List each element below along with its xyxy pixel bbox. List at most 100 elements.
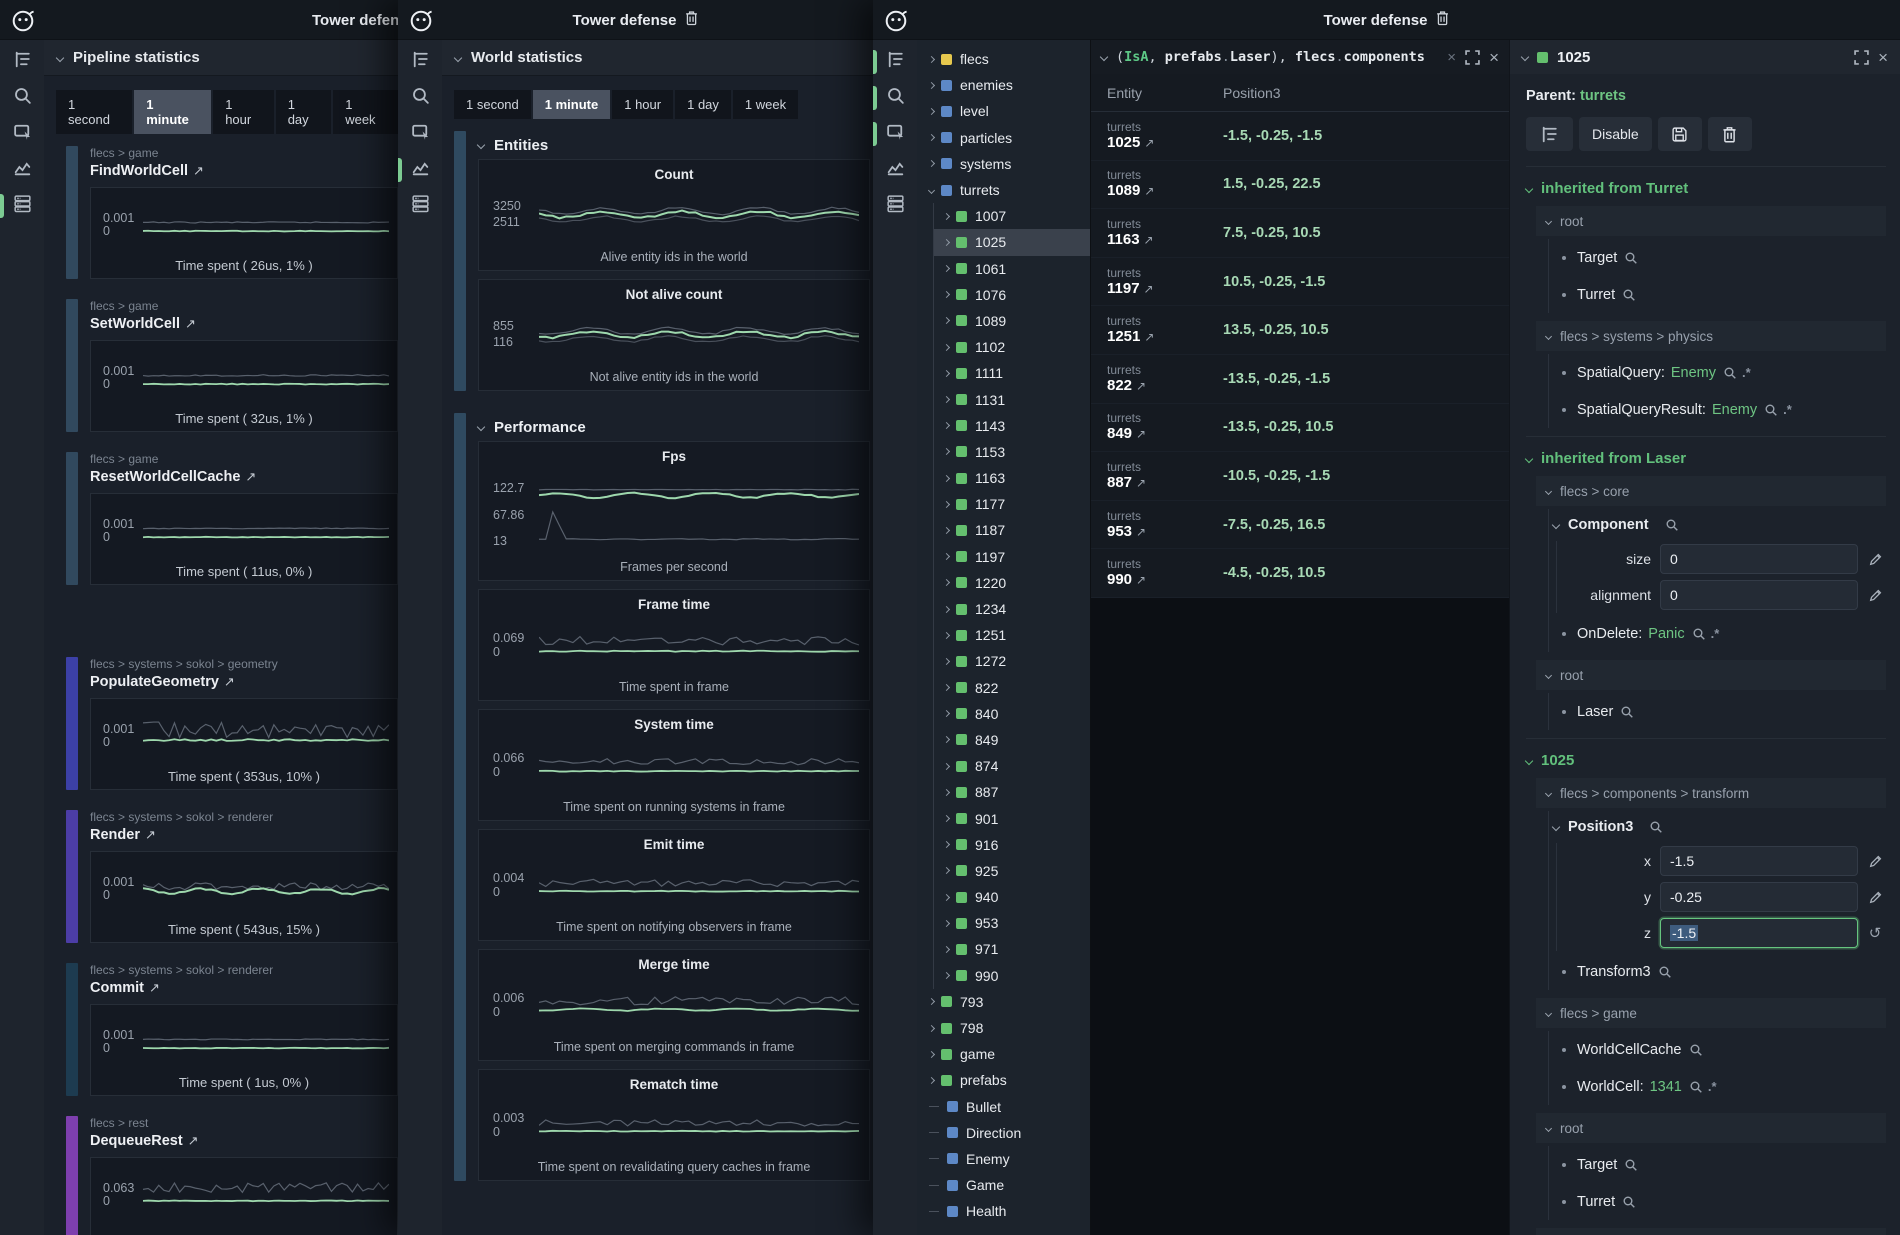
tree-item-1177[interactable]: 1177: [934, 491, 1090, 517]
tree-item-turrets[interactable]: turrets: [917, 177, 1090, 203]
tree-item-901[interactable]: 901: [934, 805, 1090, 831]
delete-button[interactable]: [1707, 117, 1752, 151]
tree-item-game[interactable]: Game: [917, 1172, 1090, 1198]
tree-item-1102[interactable]: 1102: [934, 334, 1090, 360]
tree-item-health[interactable]: Health: [917, 1198, 1090, 1224]
tree-item-849[interactable]: 849: [934, 727, 1090, 753]
section-1025[interactable]: 1025: [1524, 738, 1886, 769]
magnifier-icon[interactable]: [1723, 366, 1737, 380]
chart-name-link[interactable]: DequeueRest ↗: [90, 1131, 398, 1151]
entity-link[interactable]: 990 ↗: [1107, 571, 1147, 589]
subheader-root[interactable]: root: [1536, 1113, 1886, 1143]
tree-item-1220[interactable]: 1220: [934, 570, 1090, 596]
component-header[interactable]: Component: [1549, 509, 1886, 541]
tree-item-enemy[interactable]: Enemy: [917, 1146, 1090, 1172]
field-input-alignment[interactable]: 0: [1660, 580, 1858, 610]
tag-label[interactable]: Target: [1577, 249, 1618, 266]
sidebar-tree[interactable]: [0, 48, 44, 76]
tab-1-week[interactable]: 1 week: [732, 90, 799, 119]
tree-item-793[interactable]: 793: [917, 989, 1090, 1015]
tree-item-940[interactable]: 940: [934, 884, 1090, 910]
tree-item-953[interactable]: 953: [934, 910, 1090, 936]
field-input-size[interactable]: 0: [1660, 544, 1858, 574]
entity-link[interactable]: 1025 ↗: [1107, 133, 1155, 151]
tree-item-1187[interactable]: 1187: [934, 517, 1090, 543]
edit-pencil-icon[interactable]: [1866, 890, 1884, 905]
entity-link[interactable]: 1251 ↗: [1107, 328, 1155, 346]
panel-header[interactable]: Pipeline statistics: [44, 40, 398, 76]
subheader-flecs-game[interactable]: flecs > game: [1536, 998, 1886, 1028]
tree-item-840[interactable]: 840: [934, 701, 1090, 727]
tag-label[interactable]: SpatialQuery:: [1577, 364, 1665, 381]
subheader-flecs-systems-physics[interactable]: flecs > systems > physics: [1536, 1228, 1886, 1235]
tab-1-day[interactable]: 1 day: [275, 90, 332, 134]
tree-item-1153[interactable]: 1153: [934, 439, 1090, 465]
magnifier-icon[interactable]: [1624, 251, 1638, 265]
collapse-chevron-icon[interactable]: [1520, 52, 1530, 62]
sidebar-search[interactable]: [398, 84, 442, 112]
tree-item-798[interactable]: 798: [917, 1015, 1090, 1041]
subheader-root[interactable]: root: [1536, 660, 1886, 690]
tag-label[interactable]: WorldCellCache: [1577, 1041, 1682, 1058]
tree-item-971[interactable]: 971: [934, 936, 1090, 962]
entity-link[interactable]: 953 ↗: [1107, 522, 1147, 540]
magnifier-icon[interactable]: [1622, 288, 1636, 302]
tree-item-874[interactable]: 874: [934, 753, 1090, 779]
trash-icon[interactable]: [1436, 10, 1449, 30]
sidebar-inspector[interactable]: [398, 120, 442, 148]
tag-label[interactable]: WorldCell:: [1577, 1078, 1644, 1095]
panel-header[interactable]: World statistics: [442, 40, 873, 76]
magnifier-icon[interactable]: [1689, 1043, 1703, 1057]
disable-button[interactable]: Disable: [1579, 117, 1652, 151]
tag-label[interactable]: Laser: [1577, 703, 1614, 720]
sidebar-search[interactable]: [0, 84, 44, 112]
close-icon[interactable]: ×: [1878, 47, 1888, 67]
entity-link[interactable]: 1163 ↗: [1107, 230, 1154, 248]
magnifier-icon[interactable]: [1649, 820, 1663, 834]
tree-item-game[interactable]: game: [917, 1041, 1090, 1067]
tag-label[interactable]: Transform3: [1577, 963, 1651, 980]
section-header[interactable]: Entities: [476, 131, 873, 159]
sidebar-pipeline[interactable]: [873, 192, 917, 220]
tree-item-887[interactable]: 887: [934, 779, 1090, 805]
subheader-root[interactable]: root: [1536, 206, 1886, 236]
magnifier-icon[interactable]: [1689, 1080, 1703, 1094]
undo-icon[interactable]: ↺: [1868, 925, 1882, 942]
tree-item-1111[interactable]: 1111: [934, 360, 1090, 386]
sidebar-inspector[interactable]: [0, 120, 44, 148]
tree-item-1197[interactable]: 1197: [934, 544, 1090, 570]
expand-icon[interactable]: [1465, 49, 1480, 65]
tree-item-level[interactable]: level: [917, 98, 1090, 124]
tree-item-822[interactable]: 822: [934, 675, 1090, 701]
chart-name-link[interactable]: Commit ↗: [90, 978, 398, 998]
field-input-x[interactable]: -1.5: [1660, 846, 1858, 876]
magnifier-icon[interactable]: [1658, 965, 1672, 979]
tree-item-enemies[interactable]: enemies: [917, 72, 1090, 98]
subheader-flecs-core[interactable]: flecs > core: [1536, 476, 1886, 506]
chart-name-link[interactable]: FindWorldCell ↗: [90, 161, 398, 181]
sidebar-tree[interactable]: [873, 48, 917, 76]
field-input-y[interactable]: -0.25: [1660, 882, 1858, 912]
magnifier-icon[interactable]: [1764, 403, 1778, 417]
tree-item-990[interactable]: 990: [934, 963, 1090, 989]
collapse-chevron-icon[interactable]: [1099, 52, 1109, 62]
tab-1-second[interactable]: 1 second: [454, 90, 531, 119]
field-input-z[interactable]: -1.5: [1660, 918, 1858, 948]
tag-value-link[interactable]: Enemy: [1670, 364, 1716, 381]
tag-label[interactable]: Turret: [1577, 286, 1616, 303]
clear-query-icon[interactable]: ×: [1447, 48, 1457, 66]
chart-name-link[interactable]: PopulateGeometry ↗: [90, 672, 398, 692]
entity-link[interactable]: 1197 ↗: [1107, 279, 1154, 297]
tree-item-prefabs[interactable]: prefabs: [917, 1067, 1090, 1093]
subheader-flecs-systems-physics[interactable]: flecs > systems > physics: [1536, 321, 1886, 351]
tab-1-week[interactable]: 1 week: [333, 90, 398, 134]
component-header[interactable]: Position3: [1549, 811, 1886, 843]
close-icon[interactable]: ×: [1489, 47, 1499, 67]
expand-icon[interactable]: [1854, 49, 1869, 65]
tag-label[interactable]: Target: [1577, 1156, 1618, 1173]
entity-link[interactable]: 849 ↗: [1107, 425, 1147, 443]
tree-item-particles[interactable]: particles: [917, 125, 1090, 151]
edit-pencil-icon[interactable]: [1866, 552, 1884, 567]
tree-item-925[interactable]: 925: [934, 858, 1090, 884]
tree-item-flecs[interactable]: flecs: [917, 46, 1090, 72]
